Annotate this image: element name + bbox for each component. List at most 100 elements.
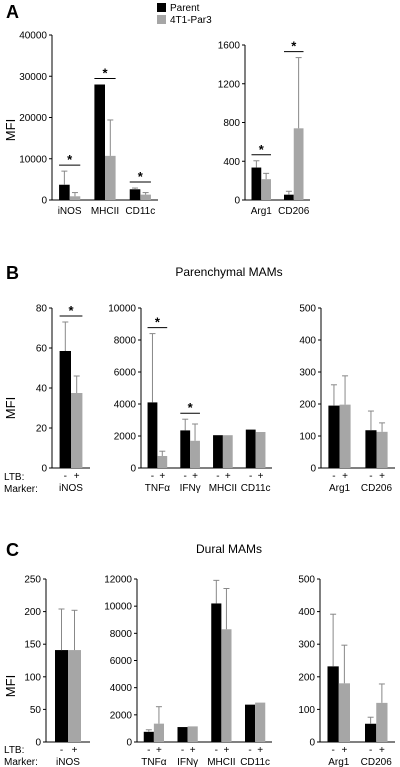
panel-c-ltb-label: LTB:	[4, 745, 24, 756]
chart-b-4-category-0: Arg1	[329, 483, 351, 494]
chart-b-3-ytick-label-4: 8000	[114, 336, 137, 347]
chart-b-3-sign-0-1: +	[159, 471, 165, 482]
chart-b-4-sign-1-0: -	[369, 471, 372, 482]
chart-b-3-bar-0-1	[157, 456, 168, 468]
chart-b-4-sign-1-1: +	[379, 471, 385, 482]
chart-a-0-bar-0-1	[69, 196, 81, 200]
chart-a-1-ytick-label-3: 1200	[218, 79, 241, 90]
chart-b-2-ytick-label-1: 20	[36, 424, 48, 435]
chart-a-1-sig-star-1: *	[291, 39, 297, 54]
panel-c-title: Dural MAMs	[196, 542, 262, 556]
chart-c-7-ytick-label-1: 100	[298, 705, 315, 716]
chart-c-7-bar-0-0	[327, 666, 339, 742]
chart-c-6-bar-0-0	[143, 731, 154, 742]
chart-a-1-sig-star-0: *	[259, 142, 265, 157]
chart-a-0-bar-1-1	[105, 155, 116, 200]
chart-b-4-bar-0-0	[328, 405, 340, 468]
chart-c-6-bar-3-0	[245, 704, 256, 742]
chart-b-3-bar-0-0	[147, 402, 158, 468]
chart-b-4-ytick-label-4: 400	[299, 336, 316, 347]
chart-b-3-sign-0-0: -	[151, 471, 154, 482]
panel-a-ylabel: MFI	[3, 119, 18, 141]
chart-b-2-bar-0-1	[71, 393, 83, 468]
chart-c-5-ytick-label-0: 0	[35, 738, 41, 749]
legend: Parent 4T1-Par3	[157, 3, 212, 26]
chart-b-3-bar-3-1	[255, 432, 266, 468]
chart-c-6-ytick-label-3: 6000	[110, 656, 133, 667]
panel-b-title: Parenchymal MAMs	[175, 265, 282, 279]
chart-b-4-category-1: CD206	[361, 483, 393, 494]
chart-c-6-bar-1-0	[177, 727, 188, 742]
chart-b-2-ytick-label-2: 40	[36, 384, 48, 395]
chart-c-6-bar-0-1	[153, 723, 164, 742]
chart-c-6-sign-3-1: +	[257, 745, 263, 756]
chart-c-6-bar-2-1	[221, 629, 232, 742]
chart-a-0-ytick-label-3: 30000	[19, 72, 47, 83]
chart-a-0-ytick-label-1: 10000	[19, 154, 47, 165]
chart-c-6-category-3: CD11c	[240, 757, 270, 767]
chart-a-1-category-0: Arg1	[251, 206, 273, 217]
chart-c-7-sign-1-0: -	[369, 745, 372, 756]
chart-b-3-sig-star-0: *	[155, 315, 161, 330]
chart-c-6-category-0: TNFα	[141, 757, 166, 767]
chart-c-5-sign-0-1: +	[72, 745, 78, 756]
chart-c-6-sign-3-0: -	[248, 745, 251, 756]
chart-b-2-ytick-label-3: 60	[36, 344, 48, 355]
chart-c-7-bar-1-0	[365, 723, 377, 742]
legend-label-par3: 4T1-Par3	[170, 15, 212, 26]
chart-b-3-bar-2-1	[222, 435, 233, 468]
chart-b-3-bar-1-0	[180, 430, 191, 468]
chart-b-3-sign-1-0: -	[184, 471, 187, 482]
chart-c-7-category-0: Arg1	[328, 757, 350, 767]
chart-c-6-bar-1-1	[187, 726, 198, 742]
chart-c-6-ytick-label-1: 2000	[110, 710, 133, 721]
chart-c-6-category-2: MHCII	[207, 757, 235, 767]
chart-c-7-sign-0-1: +	[341, 745, 347, 756]
panel-letter-b: B	[6, 263, 19, 283]
chart-a-0-bar-2-0	[129, 189, 141, 200]
chart-a-1-ytick-label-4: 1600	[218, 41, 241, 52]
chart-c-6-sign-1-1: +	[190, 745, 196, 756]
chart-b-4-ytick-label-0: 0	[310, 464, 316, 475]
chart-b-2-ytick-label-0: 0	[41, 464, 47, 475]
chart-b-3-ytick-label-2: 4000	[114, 400, 137, 411]
chart-c-5-ytick-label-3: 150	[24, 640, 41, 651]
chart-c-6-sign-0-0: -	[147, 745, 150, 756]
legend-swatch-parent	[157, 3, 166, 12]
chart-c-6-bar-3-1	[255, 702, 266, 742]
chart-a-1-category-1: CD206	[278, 206, 310, 217]
chart-b-2-category-0: iNOS	[59, 483, 83, 494]
chart-c-7-bar-0-1	[338, 683, 350, 742]
chart-c-6-sign-0-1: +	[156, 745, 162, 756]
chart-c-7-category-1: CD206	[361, 757, 393, 767]
chart-c-6-sign-2-0: -	[215, 745, 218, 756]
chart-c-6-ytick-label-5: 10000	[104, 602, 132, 613]
chart-a-1-bar-1-1	[293, 128, 304, 200]
panel-c-ylabel: MFI	[3, 675, 18, 697]
chart-b-4-bar-1-1	[376, 431, 388, 468]
chart-b-4-ytick-label-2: 200	[299, 400, 316, 411]
chart-a-1-ytick-label-1: 400	[223, 157, 240, 168]
chart-b-3-sign-2-1: +	[225, 471, 231, 482]
panel-b-ltb-label: LTB:	[4, 472, 24, 483]
chart-c-7-sign-1-1: +	[379, 745, 385, 756]
chart-a-0-bar-1-0	[94, 84, 105, 200]
chart-b-3-sign-1-1: +	[192, 471, 198, 482]
chart-c-7-ytick-label-0: 0	[309, 738, 315, 749]
chart-a-0-category-2: CD11c	[125, 206, 155, 217]
chart-a-1-bar-0-1	[261, 179, 271, 200]
chart-a-0-category-1: MHCII	[91, 206, 119, 217]
chart-b-3-bar-2-0	[213, 435, 223, 468]
chart-c-6-ytick-label-6: 12000	[104, 575, 132, 586]
chart-b-4-ytick-label-3: 300	[299, 368, 316, 379]
chart-b-3-bar-3-0	[245, 429, 256, 468]
legend-label-parent: Parent	[170, 3, 200, 14]
chart-a-0-sig-star-0: *	[67, 152, 73, 167]
chart-b-3-ytick-label-5: 10000	[108, 304, 136, 315]
chart-c-5-ytick-label-1: 50	[30, 705, 42, 716]
chart-b-3-ytick-label-0: 0	[130, 464, 136, 475]
chart-c-5-category-0: iNOS	[56, 757, 80, 767]
chart-b-3-bar-1-1	[190, 440, 200, 468]
chart-b-2-sign-0-0: -	[64, 471, 67, 482]
